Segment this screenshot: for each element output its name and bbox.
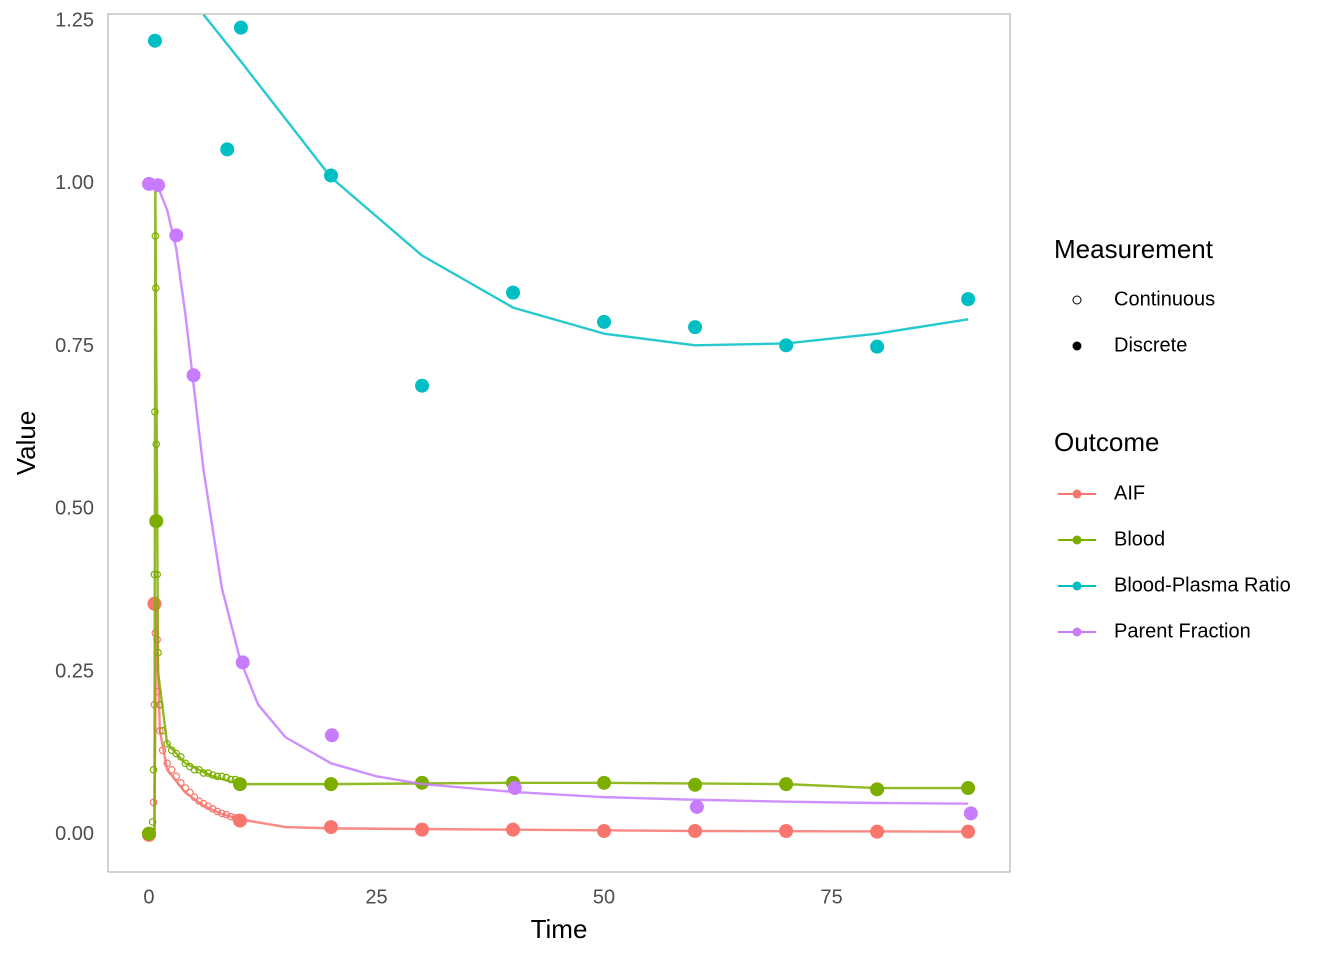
legend-label: Parent Fraction: [1114, 620, 1251, 642]
plot-area: [141, 14, 978, 842]
legend-symbol: [1072, 627, 1082, 637]
discrete-point: [149, 514, 164, 529]
legend-label: Discrete: [1114, 334, 1187, 356]
discrete-point: [323, 168, 338, 183]
discrete-point: [961, 781, 976, 796]
discrete-point: [415, 822, 430, 837]
x-tick-label: 25: [365, 886, 387, 908]
legend-symbol: [1072, 535, 1082, 545]
discrete-point: [689, 799, 704, 814]
discrete-point: [870, 824, 885, 839]
legend-symbol: [1072, 295, 1082, 305]
y-tick-label: 0.00: [55, 823, 94, 845]
y-tick-label: 0.50: [55, 498, 94, 520]
discrete-point: [323, 777, 338, 792]
discrete-point: [779, 338, 794, 353]
discrete-point: [323, 820, 338, 835]
discrete-point: [963, 806, 978, 821]
panel-border: [107, 13, 1011, 873]
continuous-point: [148, 818, 157, 826]
axes: 0 25 50 75 0.00 0.25 0.50 0.75 1.00 1.25: [55, 9, 843, 908]
y-axis-title: Value: [11, 411, 41, 476]
legend-symbol: [1072, 489, 1082, 499]
discrete-point: [961, 824, 976, 839]
discrete-point: [597, 823, 612, 838]
legend-label: AIF: [1114, 482, 1145, 504]
fit-line: [202, 14, 969, 347]
legend: Continuous Discrete AIF Blood Blood-Plasma R…: [1058, 288, 1291, 642]
discrete-point: [779, 823, 794, 838]
discrete-point: [141, 826, 156, 841]
discrete-point: [688, 320, 703, 335]
discrete-point: [232, 777, 247, 792]
legend-title: Measurement: [1054, 234, 1214, 264]
legend-label: Blood-Plasma Ratio: [1114, 574, 1291, 596]
y-tick-label: 1.25: [55, 9, 94, 31]
legend-title: Outcome: [1054, 427, 1160, 457]
legend-label: Continuous: [1114, 288, 1215, 310]
discrete-point: [151, 178, 166, 193]
discrete-point: [232, 813, 247, 828]
discrete-point: [415, 378, 430, 393]
fit-line: [148, 182, 969, 837]
discrete-point: [506, 822, 521, 837]
discrete-point: [169, 228, 184, 243]
y-tick-label: 0.25: [55, 660, 94, 682]
discrete-point: [186, 368, 201, 383]
discrete-point: [597, 314, 612, 329]
discrete-point: [597, 775, 612, 790]
discrete-point: [235, 655, 250, 670]
discrete-point: [779, 777, 794, 792]
discrete-point: [688, 777, 703, 792]
discrete-point: [688, 823, 703, 838]
fit-line: [148, 182, 969, 805]
discrete-point: [870, 339, 885, 354]
x-tick-label: 75: [820, 886, 842, 908]
discrete-point: [324, 728, 339, 743]
discrete-point: [147, 33, 162, 48]
y-tick-label: 0.75: [55, 335, 94, 357]
legend-symbol: [1072, 341, 1082, 351]
x-axis-title: Time: [531, 914, 588, 944]
x-tick-label: 0: [143, 886, 154, 908]
discrete-point: [220, 142, 235, 157]
legend-symbol: [1072, 581, 1082, 591]
legend-label: Blood: [1114, 528, 1165, 550]
y-tick-label: 1.00: [55, 172, 94, 194]
discrete-point: [415, 775, 430, 790]
discrete-point: [506, 285, 521, 300]
discrete-point: [233, 20, 248, 35]
discrete-point: [507, 781, 522, 796]
discrete-point: [870, 782, 885, 797]
x-tick-label: 50: [593, 886, 615, 908]
discrete-point: [961, 292, 976, 307]
